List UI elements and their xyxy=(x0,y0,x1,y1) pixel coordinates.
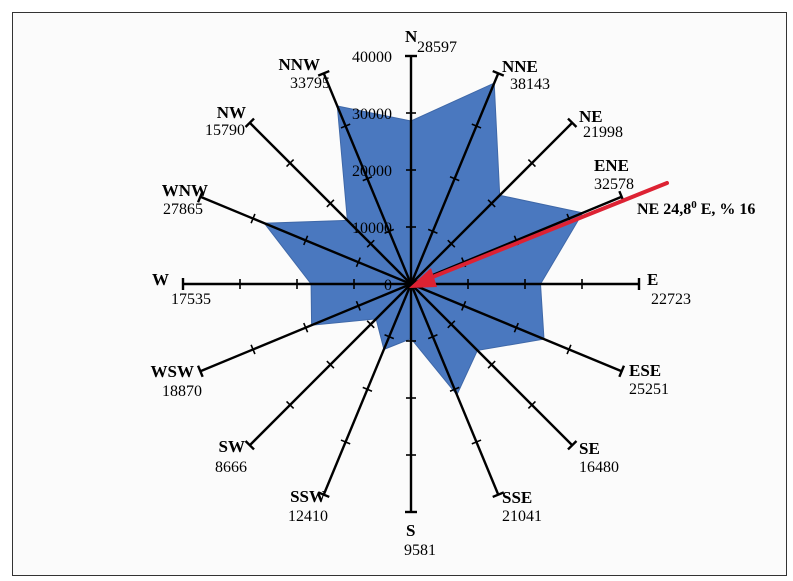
radial-tick-label: 40000 xyxy=(352,49,392,66)
value-label-nnw: 33795 xyxy=(290,75,330,92)
value-label-e: 22723 xyxy=(651,291,691,308)
value-label-ne: 21998 xyxy=(583,124,623,141)
tick-mark xyxy=(362,176,373,182)
direction-label-sw: SW xyxy=(219,437,245,456)
tick-mark xyxy=(366,320,375,329)
value-label-ese: 25251 xyxy=(629,381,669,398)
tick-mark xyxy=(317,69,330,77)
value-label-ssw: 12410 xyxy=(288,508,328,525)
tick-mark xyxy=(362,386,373,392)
tick-mark xyxy=(196,365,204,378)
tick-mark xyxy=(285,400,295,410)
radial-tick-label: 20000 xyxy=(352,163,392,180)
value-label-wsw: 18870 xyxy=(162,383,202,400)
tick-mark xyxy=(250,213,256,224)
tick-mark xyxy=(487,360,496,369)
direction-label-w: W xyxy=(152,270,169,289)
resultant-annotation: NE 24,80 E, % 16 xyxy=(637,199,755,218)
value-label-se: 16480 xyxy=(579,459,619,476)
tick-mark xyxy=(244,440,255,451)
tick-mark xyxy=(326,360,335,369)
tick-mark xyxy=(340,123,351,129)
tick-mark xyxy=(449,176,460,182)
radial-tick-label: 0 xyxy=(384,277,392,294)
value-label-nne: 38143 xyxy=(510,76,550,93)
tick-mark xyxy=(618,365,626,378)
direction-label-nw: NW xyxy=(217,103,246,122)
value-label-sw: 8666 xyxy=(215,459,247,476)
tick-mark xyxy=(527,158,537,168)
tick-mark xyxy=(244,117,255,128)
direction-label-e: E xyxy=(647,270,658,289)
tick-mark xyxy=(567,117,578,128)
radial-tick-label: 30000 xyxy=(352,106,392,123)
direction-label-s: S xyxy=(406,521,415,540)
direction-label-sse: SSE xyxy=(502,488,532,507)
tick-mark xyxy=(461,300,467,311)
direction-label-wnw: WNW xyxy=(162,181,208,200)
value-label-sse: 21041 xyxy=(502,508,542,525)
direction-label-nne: NNE xyxy=(502,57,538,76)
tick-mark xyxy=(384,334,395,340)
direction-label-ssw: SSW xyxy=(290,487,326,506)
value-label-wnw: 27865 xyxy=(163,201,203,218)
tick-mark xyxy=(566,344,572,355)
tick-mark xyxy=(449,386,460,392)
direction-label-se: SE xyxy=(579,439,600,458)
tick-mark xyxy=(355,257,361,268)
direction-label-ese: ESE xyxy=(629,361,661,380)
value-label-ene: 32578 xyxy=(594,176,634,193)
tick-mark xyxy=(196,190,204,203)
tick-mark xyxy=(340,439,351,445)
value-label-w: 17535 xyxy=(171,291,211,308)
direction-label-ne: NE xyxy=(579,107,603,126)
direction-label-n: N xyxy=(405,27,418,46)
tick-mark xyxy=(492,491,505,499)
tick-mark xyxy=(527,400,537,410)
tick-mark xyxy=(303,322,309,333)
tick-mark xyxy=(355,300,361,311)
tick-mark xyxy=(303,235,309,246)
resultant-arrow-head xyxy=(409,268,437,288)
direction-label-wsw: WSW xyxy=(151,362,194,381)
tick-mark xyxy=(471,439,482,445)
tick-mark xyxy=(427,334,438,340)
tick-mark xyxy=(447,239,456,248)
direction-label-ene: ENE xyxy=(594,156,629,175)
direction-label-nnw: NNW xyxy=(278,55,320,74)
tick-mark xyxy=(285,158,295,168)
tick-mark xyxy=(326,199,335,208)
tick-mark xyxy=(487,199,496,208)
tick-mark xyxy=(513,322,519,333)
wind-frequency-area xyxy=(263,82,584,396)
tick-mark xyxy=(447,320,456,329)
tick-mark xyxy=(471,123,482,129)
tick-mark xyxy=(492,69,505,77)
tick-mark xyxy=(567,440,578,451)
value-label-nw: 15790 xyxy=(205,122,245,139)
value-label-s: 9581 xyxy=(404,542,436,559)
value-label-n: 28597 xyxy=(417,39,457,56)
radial-tick-label: 10000 xyxy=(352,220,392,237)
resultant-wind-arrow xyxy=(423,181,669,282)
tick-mark xyxy=(427,228,438,234)
tick-mark xyxy=(384,228,395,234)
tick-mark xyxy=(250,344,256,355)
tick-mark xyxy=(317,491,330,499)
tick-mark xyxy=(366,239,375,248)
